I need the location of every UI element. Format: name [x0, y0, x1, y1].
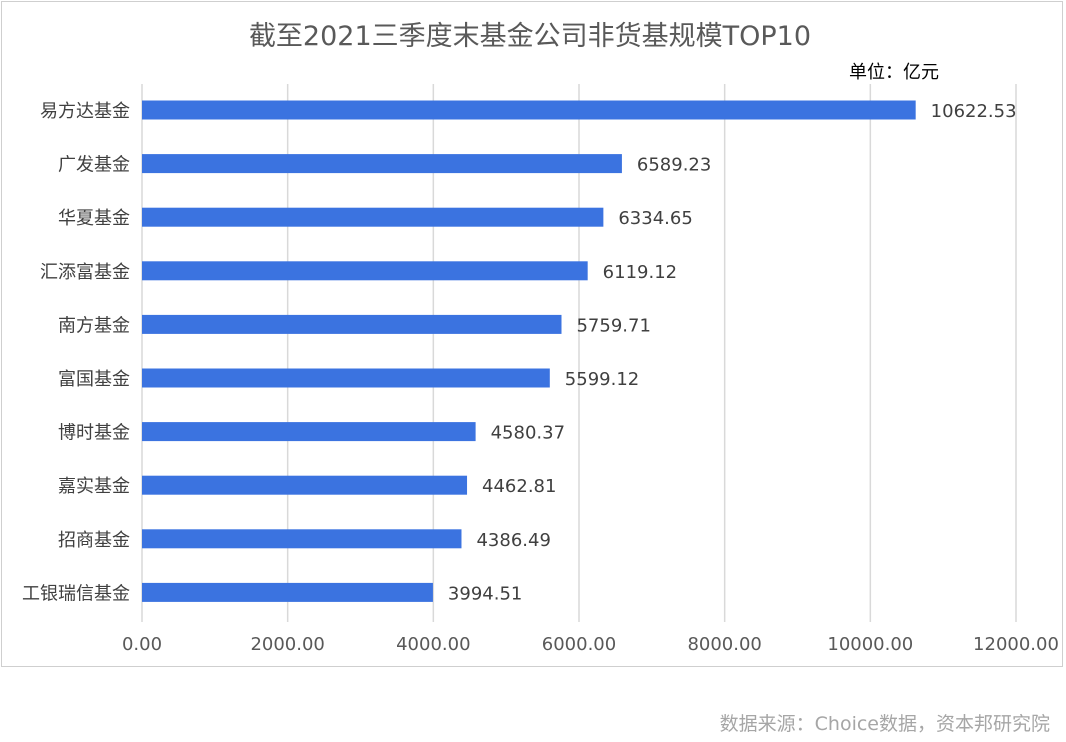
bar-7: [142, 475, 468, 495]
value-label: 6334.65: [618, 208, 692, 229]
value-label: 6589.23: [637, 155, 711, 176]
x-tick-label: 8000.00: [687, 634, 761, 655]
chart-frame: 截至2021三季度末基金公司非货基规模TOP10 单位：亿元 0.00 2000.…: [1, 1, 1063, 667]
bar-3: [142, 261, 588, 281]
bar-8: [142, 529, 462, 549]
x-tick-label: 10000.00: [827, 634, 913, 655]
category-label: 招商基金: [58, 530, 130, 551]
x-tick-label: 0.00: [122, 634, 162, 655]
category-label: 易方达基金: [40, 101, 130, 122]
category-label: 华夏基金: [58, 208, 130, 229]
bar-4: [142, 314, 562, 334]
x-tick-label: 4000.00: [396, 634, 470, 655]
x-tick-label: 12000.00: [973, 634, 1059, 655]
category-label: 博时基金: [58, 423, 130, 444]
value-label: 4386.49: [476, 530, 550, 551]
bar-0: [142, 100, 916, 120]
bar-9: [142, 582, 433, 602]
value-label: 3994.51: [448, 583, 522, 604]
source-note: 数据来源：Choice数据，资本邦研究院: [719, 713, 1050, 735]
x-tick-label: 2000.00: [250, 634, 324, 655]
category-label: 富国基金: [58, 369, 130, 390]
category-label: 嘉实基金: [58, 476, 130, 497]
value-label: 4580.37: [491, 423, 565, 444]
bar-1: [142, 154, 622, 174]
category-label: 工银瑞信基金: [22, 583, 130, 604]
x-tick-label: 6000.00: [542, 634, 616, 655]
bar-5: [142, 368, 550, 388]
bar-6: [142, 422, 476, 442]
value-label: 6119.12: [603, 262, 677, 283]
bar-2: [142, 207, 604, 227]
value-label: 5599.12: [565, 369, 639, 390]
chart-title: 截至2021三季度末基金公司非货基规模TOP10: [248, 21, 812, 52]
category-label: 汇添富基金: [40, 262, 130, 283]
value-label: 5759.71: [576, 315, 650, 336]
bar-chart-plot: 0.00 2000.00 4000.00 6000.00 8000.00 10000.00…: [22, 84, 1059, 655]
category-label: 广发基金: [58, 155, 130, 176]
unit-label: 单位：亿元: [849, 62, 939, 83]
category-label: 南方基金: [58, 315, 130, 336]
value-label: 4462.81: [482, 476, 556, 497]
value-label: 10622.53: [931, 101, 1017, 122]
